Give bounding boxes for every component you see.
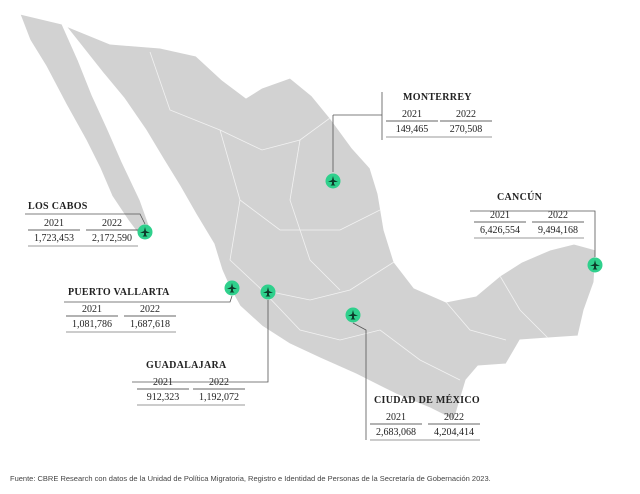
passenger-value: 270,508	[450, 124, 483, 135]
mexico-map	[19, 13, 597, 421]
year-label: 2022	[444, 412, 464, 423]
passenger-value: 1,081,786	[72, 319, 112, 330]
leader-line	[352, 322, 367, 440]
passenger-value: 4,204,414	[434, 427, 474, 438]
year-label: 2021	[44, 218, 64, 229]
airport-callout: MONTERREY 2021 149,465 2022 270,508	[325, 92, 492, 189]
plane-icon	[348, 310, 358, 320]
year-label: 2022	[102, 218, 122, 229]
leader-line	[132, 300, 269, 383]
mainland	[64, 24, 597, 421]
footnote: Fuente: CBRE Research con datos de la Un…	[10, 474, 491, 483]
airport-callout: CANCÚN 2021 6,426,554 2022 9,494,168	[470, 191, 603, 273]
year-label: 2022	[456, 109, 476, 120]
leader-line	[332, 92, 383, 172]
leader-line	[64, 295, 233, 303]
airport-name: LOS CABOS	[28, 201, 88, 212]
state-borders	[149, 51, 549, 381]
airport-callout: PUERTO VALLARTA 2021 1,081,786 2022 1,687,61…	[64, 280, 240, 333]
plane-icon	[140, 227, 150, 237]
passenger-value: 2,172,590	[92, 233, 132, 244]
passenger-value: 149,465	[396, 124, 429, 135]
leader-line	[470, 210, 596, 257]
plane-icon	[328, 176, 338, 186]
year-label: 2021	[153, 377, 173, 388]
plane-icon	[263, 287, 273, 297]
year-label: 2021	[402, 109, 422, 120]
year-label: 2021	[386, 412, 406, 423]
airport-name: MONTERREY	[403, 92, 472, 103]
passenger-value: 1,723,453	[34, 233, 74, 244]
airport-callout: GUADALAJARA 2021 912,323 2022 1,192,072	[132, 284, 276, 406]
year-label: 2022	[140, 304, 160, 315]
airport-callout: LOS CABOS 2021 1,723,453 2022 2,172,590	[25, 201, 153, 247]
leader-line	[25, 213, 146, 225]
airport-callout: CIUDAD DE MÉXICO 2021 2,683,068 2022 4,204,4…	[345, 307, 480, 441]
year-label: 2021	[82, 304, 102, 315]
plane-icon	[590, 260, 600, 270]
passenger-value: 2,683,068	[376, 427, 416, 438]
passenger-value: 1,192,072	[199, 392, 239, 403]
airport-name: CANCÚN	[497, 191, 543, 203]
airport-name: PUERTO VALLARTA	[68, 287, 170, 298]
passenger-value: 912,323	[147, 392, 180, 403]
passenger-value: 6,426,554	[480, 225, 520, 236]
airport-name: CIUDAD DE MÉXICO	[374, 394, 480, 406]
passenger-value: 1,687,618	[130, 319, 170, 330]
year-label: 2022	[548, 210, 568, 221]
year-label: 2022	[209, 377, 229, 388]
year-label: 2021	[490, 210, 510, 221]
airport-name: GUADALAJARA	[146, 360, 227, 371]
passenger-value: 9,494,168	[538, 225, 578, 236]
plane-icon	[227, 283, 237, 293]
